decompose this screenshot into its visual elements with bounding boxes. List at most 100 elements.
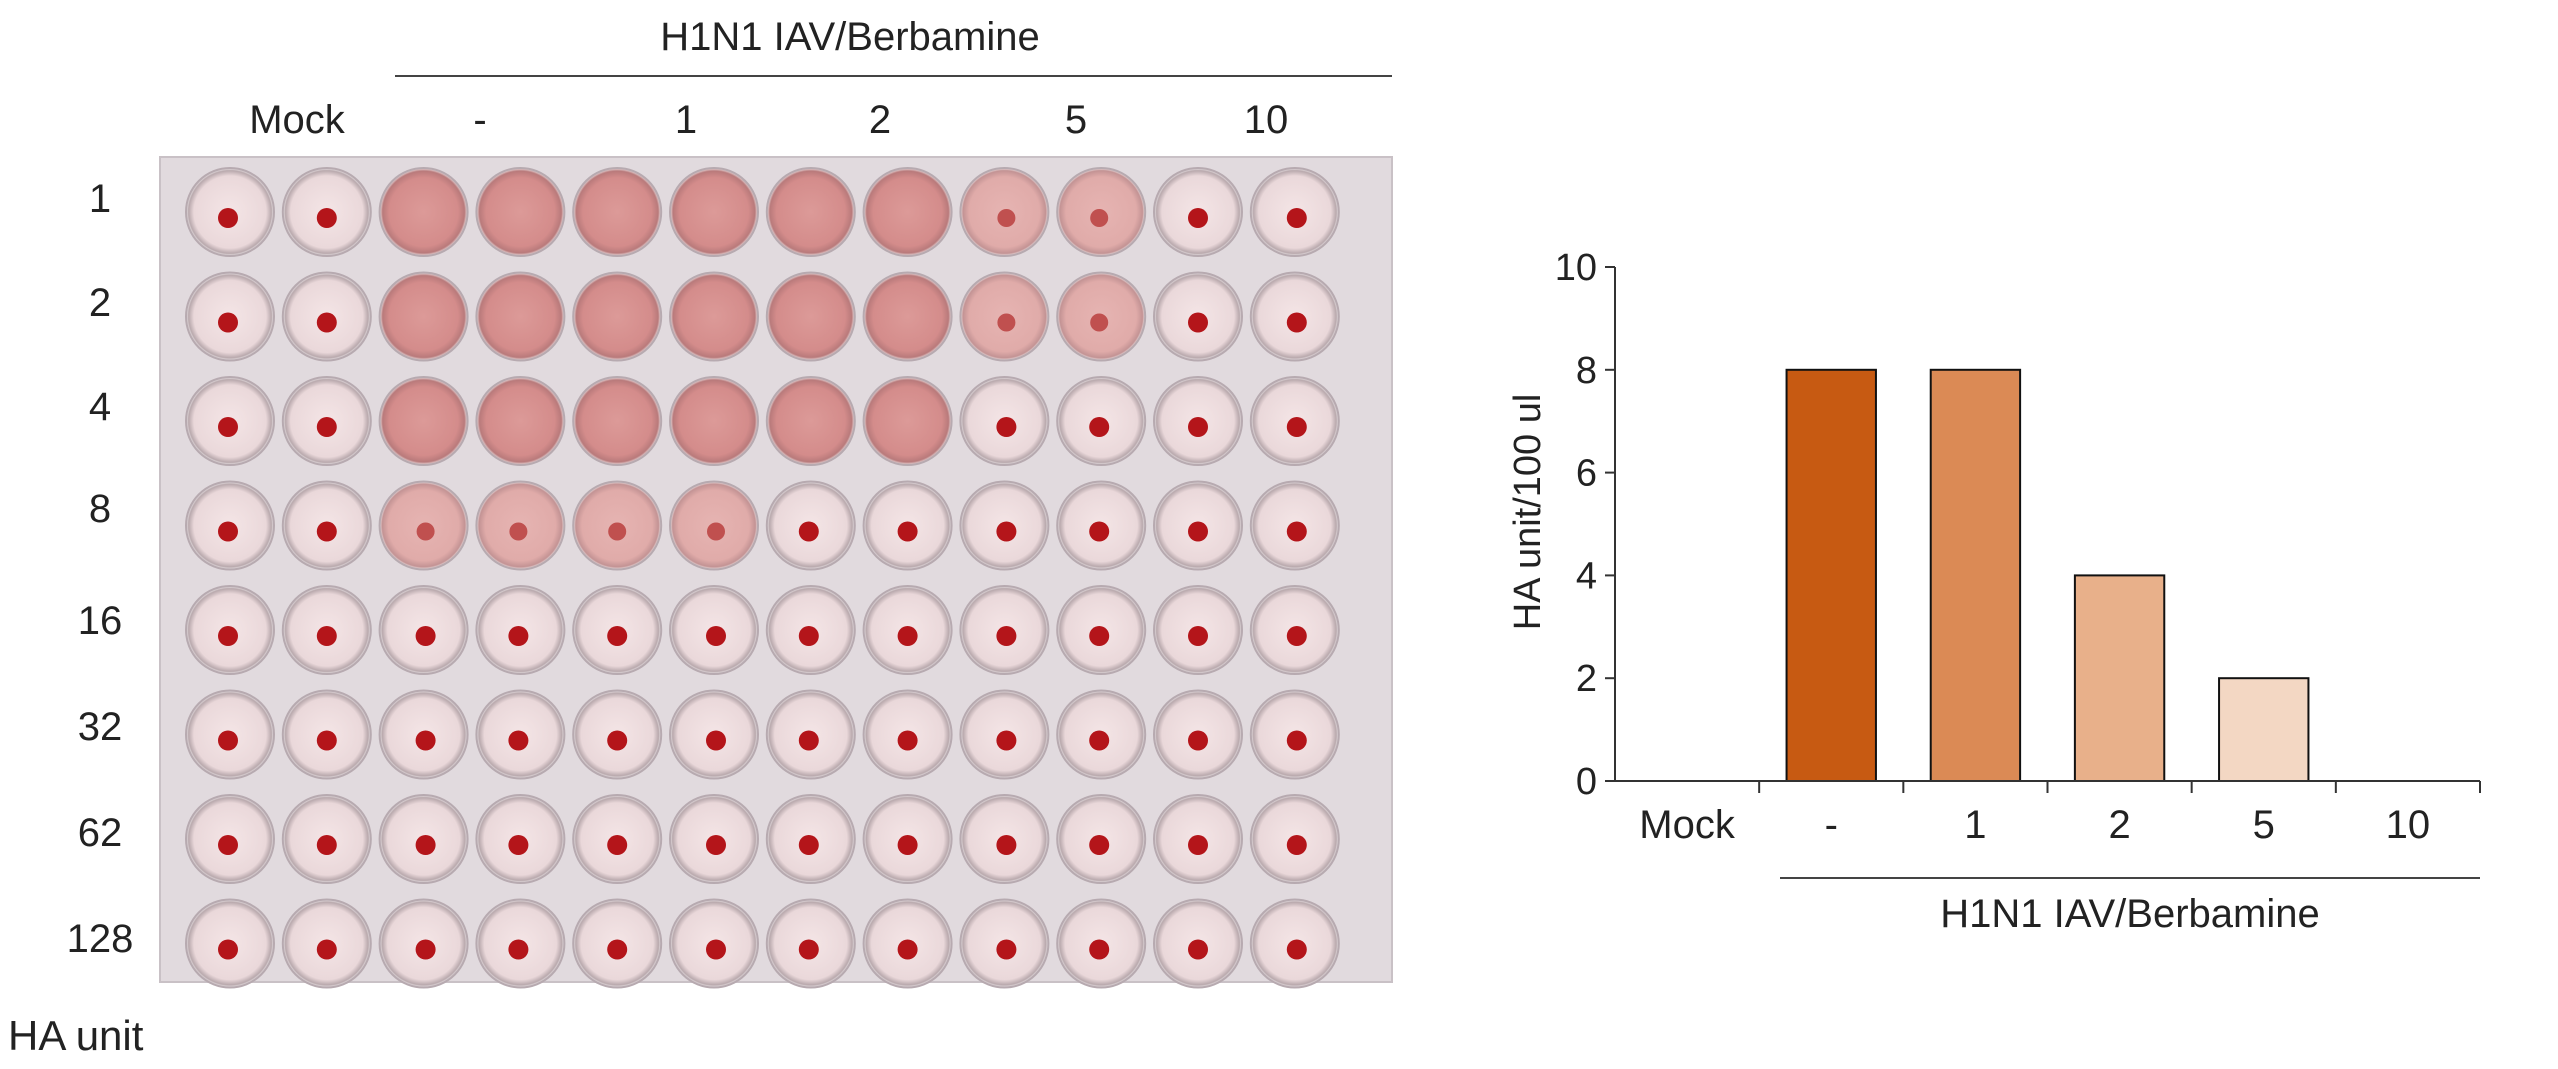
rbc-button [607, 626, 628, 646]
plate-group-title: H1N1 IAV/Berbamine [660, 15, 1039, 59]
rbc-button [218, 730, 238, 751]
rbc-button [218, 521, 238, 542]
rbc-button [997, 313, 1016, 332]
rbc-button [1286, 626, 1307, 646]
rbc-button [1089, 521, 1110, 542]
rbc-button [996, 939, 1017, 960]
rbc-button [1089, 626, 1110, 646]
rbc-button [1286, 521, 1307, 542]
rbc-button [1089, 939, 1110, 960]
x-tick-label: 2 [2108, 803, 2130, 847]
plate-row-label-8: 8 [89, 487, 111, 531]
rbc-button [415, 730, 436, 751]
rbc-button [1090, 209, 1109, 227]
rbc-button [1286, 835, 1307, 855]
plate-well [572, 271, 663, 362]
rbc-button [316, 417, 337, 437]
rbc-button [1188, 208, 1208, 228]
y-tick-label: 8 [1576, 350, 1597, 392]
plate-well [765, 167, 856, 257]
y-tick-label: 6 [1576, 453, 1597, 495]
plate-row-label-1: 1 [89, 177, 111, 221]
rbc-button [996, 417, 1017, 437]
plate-well [378, 376, 469, 466]
bars [1785, 368, 2310, 783]
plate-well [765, 271, 856, 362]
y-tick-label: 4 [1576, 555, 1597, 597]
rbc-button [218, 835, 238, 855]
rbc-button [1286, 312, 1307, 333]
rbc-button [508, 835, 529, 855]
rbc-button [897, 730, 918, 751]
plate-well [572, 167, 663, 257]
plate-row-label-32: 32 [78, 705, 123, 749]
plate-row-axis-label: HA unit [8, 1012, 144, 1059]
rbc-button [316, 626, 337, 646]
rbc-button [1090, 313, 1109, 332]
bar [2073, 574, 2166, 783]
plate-col-label-untreated: - [473, 98, 486, 142]
rbc-button [897, 939, 918, 960]
rbc-button [798, 939, 819, 960]
rbc-button [1286, 208, 1307, 228]
rbc-button [316, 208, 337, 228]
rbc-button [316, 835, 337, 855]
rbc-button [996, 835, 1017, 855]
plate-well [765, 376, 856, 466]
x-tick-label: - [1825, 803, 1838, 847]
ha-bar-chart: HA unit/100 ul 0 2 4 6 8 10 Mock - 1 2 5 10 H1N1 I… [1507, 247, 2481, 936]
x-tick-label: 5 [2253, 803, 2275, 847]
plate-col-label-mock: Mock [249, 98, 346, 142]
bar [2218, 677, 2310, 783]
plate-well [378, 167, 469, 257]
plate-well [475, 376, 566, 466]
plate-row-label-16: 16 [78, 599, 123, 643]
chart-group-label: H1N1 IAV/Berbamine [1940, 892, 2319, 936]
plate-well [378, 271, 469, 362]
rbc-button [996, 521, 1017, 542]
x-tick-label: 10 [2386, 803, 2431, 847]
plate-well [475, 167, 566, 257]
rbc-button [706, 939, 726, 960]
rbc-button [416, 522, 435, 541]
rbc-button [897, 626, 918, 646]
rbc-button [415, 939, 436, 960]
rbc-button [1188, 521, 1208, 542]
rbc-button [996, 626, 1017, 646]
rbc-button [415, 626, 436, 646]
rbc-button [996, 730, 1017, 751]
rbc-button [316, 312, 337, 333]
rbc-button [706, 626, 726, 646]
rbc-button [316, 521, 337, 542]
rbc-button [508, 626, 529, 646]
plate-well [669, 167, 759, 257]
rbc-button [508, 730, 529, 751]
rbc-button [607, 730, 628, 751]
rbc-button [897, 521, 918, 542]
rbc-button [1188, 939, 1208, 960]
rbc-button [316, 730, 337, 751]
rbc-button [1286, 417, 1307, 437]
plate-well [475, 271, 566, 362]
y-tick-label: 2 [1576, 658, 1597, 700]
plate-well [862, 167, 953, 257]
x-tick-label: 1 [1964, 803, 1986, 847]
plate-well [862, 376, 953, 466]
rbc-button [1188, 312, 1208, 333]
y-axis-title: HA unit/100 ul [1507, 394, 1549, 631]
rbc-button [218, 312, 238, 333]
rbc-button [1286, 730, 1307, 751]
rbc-button [798, 521, 819, 542]
rbc-button [707, 522, 725, 541]
plate-col-label-2: 2 [869, 98, 891, 142]
x-labels: Mock - 1 2 5 10 [1639, 803, 2430, 847]
rbc-button [798, 730, 819, 751]
plate-col-label-5: 5 [1065, 98, 1087, 142]
plate-wells [185, 167, 1340, 989]
rbc-button [218, 939, 238, 960]
rbc-button [607, 835, 628, 855]
rbc-button [706, 835, 726, 855]
rbc-button [415, 835, 436, 855]
plate-row-label-62: 62 [78, 811, 123, 855]
